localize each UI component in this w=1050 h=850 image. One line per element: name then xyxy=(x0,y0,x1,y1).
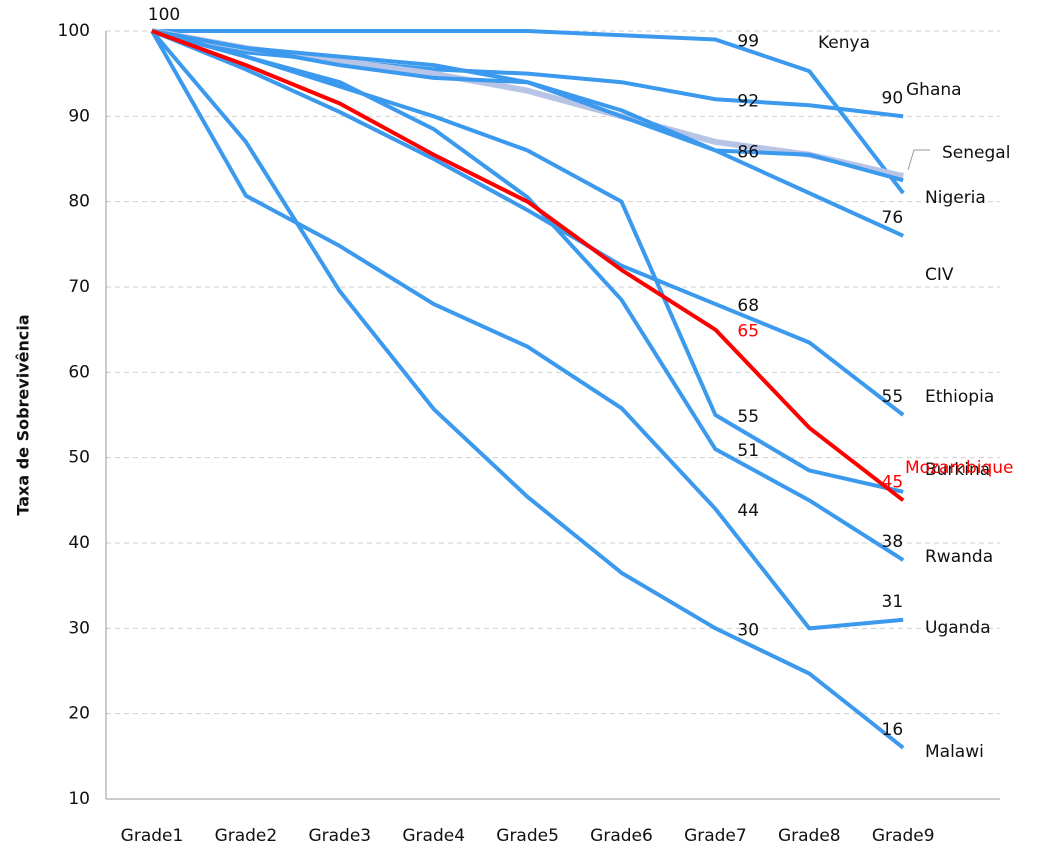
series-line xyxy=(152,29,905,195)
x-tick-label: Grade7 xyxy=(684,826,747,846)
series-line xyxy=(151,29,905,417)
data-label: 65 xyxy=(737,322,759,342)
data-label: 55 xyxy=(882,387,904,407)
series-line xyxy=(150,30,904,631)
x-tick-label: Grade3 xyxy=(308,826,371,846)
x-tick-label: Grade8 xyxy=(778,826,841,846)
series-line xyxy=(151,29,905,238)
x-tick-label: Grade2 xyxy=(215,826,278,846)
y-tick-label: 100 xyxy=(58,21,90,41)
y-tick-label: 30 xyxy=(68,618,90,638)
x-tick-label: Grade4 xyxy=(402,826,465,846)
y-tick-label: 50 xyxy=(68,448,90,468)
series-name: Uganda xyxy=(925,618,991,638)
series-name: CIV xyxy=(925,265,954,285)
data-label: 86 xyxy=(737,142,759,162)
y-tick-label: 20 xyxy=(68,704,90,724)
data-label: 44 xyxy=(737,501,759,521)
data-label: 68 xyxy=(737,296,759,316)
y-axis-label: Taxa de Sobrevivência xyxy=(14,314,33,515)
y-tick-label: 60 xyxy=(68,362,90,382)
y-tick-label: 10 xyxy=(68,789,90,809)
data-label: 76 xyxy=(882,208,904,228)
series-line xyxy=(151,29,905,502)
data-label: 38 xyxy=(882,532,904,552)
series-line xyxy=(150,29,905,750)
series-name: Mozambique xyxy=(905,458,1014,478)
data-label: 30 xyxy=(737,620,759,640)
y-tick-label: 80 xyxy=(68,192,90,212)
data-label: 31 xyxy=(882,592,904,612)
series-name: Senegal xyxy=(942,143,1010,163)
data-label: 16 xyxy=(882,720,904,740)
x-tick-label: Grade9 xyxy=(872,826,935,846)
series-name: Burkina xyxy=(925,460,990,480)
data-label: 45 xyxy=(882,472,904,492)
leader-line xyxy=(907,149,930,171)
series-name: Malawi xyxy=(925,742,984,762)
series-name: Kenya xyxy=(818,33,870,53)
series-name: Nigeria xyxy=(925,188,986,208)
series-line xyxy=(151,29,905,562)
data-label: 92 xyxy=(737,91,759,111)
data-label: 90 xyxy=(882,88,904,108)
data-label: 55 xyxy=(737,407,759,427)
x-tick-label: Grade1 xyxy=(121,826,184,846)
series-line xyxy=(151,29,904,494)
y-tick-label: 90 xyxy=(68,106,90,126)
data-label: 99 xyxy=(737,32,759,52)
series-name: Ethiopia xyxy=(925,387,994,407)
series-name: Rwanda xyxy=(925,547,993,567)
data-label: 100 xyxy=(148,5,180,25)
x-tick-label: Grade6 xyxy=(590,826,653,846)
y-tick-label: 70 xyxy=(68,277,90,297)
series-name: Ghana xyxy=(906,80,962,100)
data-label: 51 xyxy=(737,441,759,461)
x-tick-label: Grade5 xyxy=(496,826,559,846)
y-tick-label: 40 xyxy=(68,533,90,553)
